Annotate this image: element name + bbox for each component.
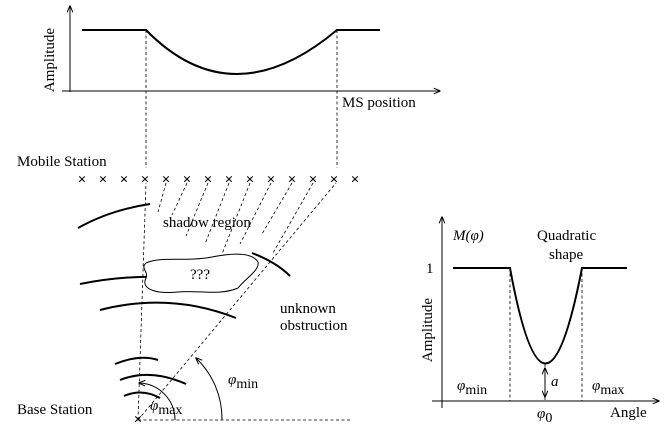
base-station-label: Base Station: [17, 402, 93, 418]
depth-label: a: [551, 374, 559, 390]
ms-position-marker: ×: [225, 172, 234, 188]
ms-position-marker: ×: [162, 172, 171, 188]
ms-position-marker: ×: [78, 172, 87, 188]
phi-zero-label: φ0: [537, 406, 552, 426]
ray-phi-max: [137, 182, 147, 421]
quadratic-label-line2: shape: [549, 247, 583, 263]
ms-position-marker: ×: [267, 172, 276, 188]
ms-position-marker: ×: [288, 172, 297, 188]
ms-position-marker: ×: [183, 172, 192, 188]
ms-position-marker: ×: [309, 172, 318, 188]
wavefront-arc: [99, 301, 237, 319]
obstruction-blob: [143, 253, 259, 293]
phi-max-label: φmax: [150, 398, 182, 418]
angular-response-plot: M(φ) Quadratic shape 1 Amplitude Angle a…: [420, 217, 659, 426]
shadow-ray: [239, 182, 272, 245]
shadow-ray: [261, 182, 293, 235]
shadow-region-label: shadow region: [163, 215, 251, 231]
quadratic-label-line1: Quadratic: [537, 228, 596, 244]
top-y-axis-label: Amplitude: [42, 28, 58, 93]
shadow-ray: [272, 182, 314, 254]
ms-position-marker: ×: [141, 172, 150, 188]
ms-position-marker: ×: [120, 172, 129, 188]
phi-min-angle-arc: [196, 358, 223, 421]
base-station-marker: ×: [134, 412, 143, 426]
phi-max-angle-arc: [139, 383, 176, 421]
wavefronts: [77, 203, 291, 399]
wavefront-arc: [114, 356, 159, 365]
y-tick-one: 1: [426, 261, 434, 277]
top-amplitude-curve: [82, 29, 380, 75]
wavefront-arc: [77, 203, 151, 229]
obstruction-unknown-mark: ???: [190, 267, 210, 283]
right-phi-min-label: φmin: [457, 378, 487, 398]
shadow-ray: [221, 182, 251, 255]
wavefront-arc: [251, 252, 291, 277]
right-y-axis-label: Amplitude: [420, 298, 436, 363]
right-phi-max-label: φmax: [592, 378, 624, 398]
wavefront-arc: [123, 391, 161, 399]
ms-position-marker: ×: [99, 172, 108, 188]
phi-min-label: φmin: [228, 372, 258, 392]
propagation-scene: Mobile Station × × × × × × × × × × × × × ×: [17, 154, 359, 426]
unknown-obstruction-label-line1: unknown: [280, 301, 336, 317]
shadow-rays: [157, 182, 314, 255]
shadow-ray: [171, 182, 188, 216]
m-phi-label: M(φ): [452, 228, 484, 244]
mobile-station-label: Mobile Station: [17, 154, 107, 170]
wavefront-arc: [119, 373, 187, 385]
ray-phi-min: [137, 182, 337, 421]
unknown-obstruction-label-line2: obstruction: [280, 318, 348, 334]
ms-position-marker: ×: [246, 172, 255, 188]
right-x-axis-label: Angle: [610, 405, 647, 421]
shadow-ray: [204, 182, 230, 245]
ms-position-marker: ×: [204, 172, 213, 188]
ms-position-marker: ×: [351, 172, 360, 188]
ms-marker-row: × × × × × × × × × × × × × ×: [78, 172, 360, 188]
ms-position-marker: ×: [330, 172, 339, 188]
top-amplitude-plot: Amplitude MS position: [42, 6, 440, 168]
quadratic-curve: [453, 267, 627, 365]
top-x-axis-label: MS position: [342, 95, 416, 111]
shadow-ray: [185, 182, 209, 237]
